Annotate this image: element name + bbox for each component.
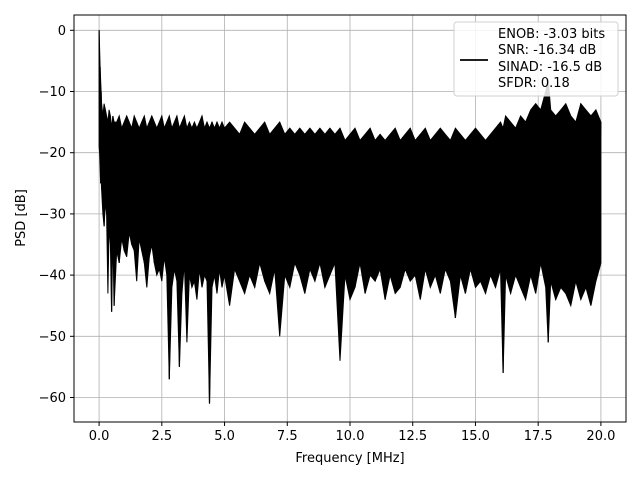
x-tick-label: 5.0: [214, 429, 235, 444]
x-tick-label: 10.0: [336, 429, 365, 444]
y-tick-label: −50: [39, 330, 66, 345]
psd-series-line: [98, 30, 602, 404]
legend-box: [453, 21, 619, 97]
x-axis: 0.0 2.5 5.0 7.5 10.0 12.5 15.0 17.5 20.0: [89, 422, 615, 444]
legend: ENOB: -3.03 bits SNR: -16.34 dB SINAD: -…: [453, 21, 619, 97]
y-tick-label: −30: [39, 207, 66, 222]
legend-line-sinad: SINAD: -16.5 dB: [498, 60, 602, 75]
y-axis: 0 −10 −20 −30 −40 −50 −60: [39, 24, 74, 406]
y-tick-label: −20: [39, 146, 66, 161]
psd-series-band: [98, 30, 602, 404]
y-tick-label: 0: [58, 24, 66, 39]
legend-line-snr: SNR: -16.34 dB: [498, 43, 596, 58]
y-tick-label: −10: [39, 85, 66, 100]
x-axis-label: Frequency [MHz]: [295, 451, 404, 466]
x-tick-label: 0.0: [89, 429, 110, 444]
x-tick-label: 12.5: [398, 429, 427, 444]
x-tick-label: 20.0: [586, 429, 615, 444]
y-axis-label: PSD [dB]: [14, 189, 29, 247]
legend-line-sfdr: SFDR: 0.18: [498, 76, 570, 91]
x-tick-label: 15.0: [461, 429, 490, 444]
y-tick-label: −60: [39, 391, 66, 406]
x-tick-label: 17.5: [524, 429, 553, 444]
x-tick-label: 2.5: [151, 429, 172, 444]
plot-area: [98, 30, 602, 404]
legend-line-enob: ENOB: -3.03 bits: [498, 27, 605, 42]
y-tick-label: −40: [39, 269, 66, 284]
x-tick-label: 7.5: [277, 429, 298, 444]
